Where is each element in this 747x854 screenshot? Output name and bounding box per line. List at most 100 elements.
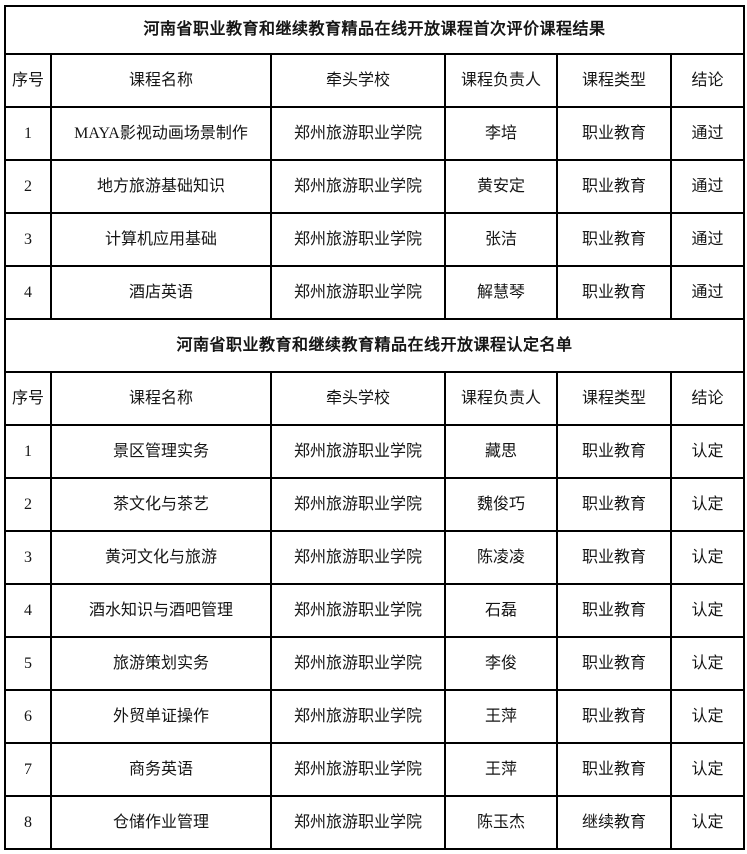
table-cell: 继续教育	[556, 795, 672, 850]
table-cell: 职业教育	[556, 583, 672, 638]
table-cell: 陈凌凌	[444, 530, 558, 585]
table-cell: 郑州旅游职业学院	[270, 795, 446, 850]
section-title-row: 河南省职业教育和继续教育精品在线开放课程认定名单	[3, 318, 746, 373]
column-header: 结论	[669, 371, 746, 426]
table-row: 1 MAYA影视动画场景制作 郑州旅游职业学院 李培 职业教育 通过	[4, 106, 746, 161]
table-cell: 通过	[669, 212, 746, 267]
table-cell: 李培	[444, 106, 558, 161]
column-header: 牵头学校	[270, 371, 446, 426]
table-row: 3 计算机应用基础 郑州旅游职业学院 张洁 职业教育 通过	[4, 212, 746, 267]
table-cell: 2	[4, 477, 52, 532]
table-cell: 认定	[669, 689, 746, 744]
table-row: 4 酒水知识与酒吧管理 郑州旅游职业学院 石磊 职业教育 认定	[4, 583, 746, 638]
table-row: 7 商务英语 郑州旅游职业学院 王萍 职业教育 认定	[4, 742, 746, 797]
table-cell: 郑州旅游职业学院	[270, 689, 446, 744]
column-header: 课程类型	[556, 371, 672, 426]
table-cell: 职业教育	[556, 689, 672, 744]
table-cell: 黄河文化与旅游	[50, 530, 272, 585]
table-row: 3 黄河文化与旅游 郑州旅游职业学院 陈凌凌 职业教育 认定	[4, 530, 746, 585]
column-header: 结论	[669, 53, 746, 108]
table-cell: 通过	[669, 265, 746, 320]
table-cell: 商务英语	[50, 742, 272, 797]
table-cell: 景区管理实务	[50, 424, 272, 479]
table-cell: 认定	[669, 424, 746, 479]
table-cell: 郑州旅游职业学院	[270, 424, 446, 479]
section-title: 河南省职业教育和继续教育精品在线开放课程认定名单	[3, 318, 746, 373]
table-cell: 职业教育	[556, 742, 672, 797]
table-cell: 郑州旅游职业学院	[270, 106, 446, 161]
table-cell: 职业教育	[556, 212, 672, 267]
table-cell: 职业教育	[556, 530, 672, 585]
column-header: 课程名称	[50, 53, 272, 108]
table-cell: 1	[4, 424, 52, 479]
table-cell: 4	[4, 583, 52, 638]
column-header: 序号	[4, 371, 52, 426]
table-cell: 魏俊巧	[444, 477, 558, 532]
table-cell: 认定	[669, 530, 746, 585]
table-row: 6 外贸单证操作 郑州旅游职业学院 王萍 职业教育 认定	[4, 689, 746, 744]
table-cell: 8	[4, 795, 52, 850]
course-table-body: 河南省职业教育和继续教育精品在线开放课程首次评价课程结果 序号 课程名称 牵头学校 课程…	[3, 5, 746, 850]
column-header: 课程负责人	[444, 371, 558, 426]
table-cell: 王萍	[444, 689, 558, 744]
table-cell: 认定	[669, 795, 746, 850]
table-cell: 3	[4, 530, 52, 585]
table-cell: 地方旅游基础知识	[50, 159, 272, 214]
table-cell: 1	[4, 106, 52, 161]
table-cell: 通过	[669, 159, 746, 214]
table-cell: 仓储作业管理	[50, 795, 272, 850]
table-cell: 郑州旅游职业学院	[270, 742, 446, 797]
table-cell: 石磊	[444, 583, 558, 638]
table-row: 2 地方旅游基础知识 郑州旅游职业学院 黄安定 职业教育 通过	[4, 159, 746, 214]
table-cell: 旅游策划实务	[50, 636, 272, 691]
table-cell: 4	[4, 265, 52, 320]
section-title-row: 河南省职业教育和继续教育精品在线开放课程首次评价课程结果	[3, 5, 746, 55]
table-cell: 酒店英语	[50, 265, 272, 320]
column-header: 课程负责人	[444, 53, 558, 108]
table-cell: 酒水知识与酒吧管理	[50, 583, 272, 638]
table-cell: 6	[4, 689, 52, 744]
table-cell: 王萍	[444, 742, 558, 797]
table-cell: 认定	[669, 583, 746, 638]
table-cell: 郑州旅游职业学院	[270, 159, 446, 214]
column-header: 序号	[4, 53, 52, 108]
table-cell: 认定	[669, 636, 746, 691]
column-header: 课程类型	[556, 53, 672, 108]
course-evaluation-table: 河南省职业教育和继续教育精品在线开放课程首次评价课程结果 序号 课程名称 牵头学校 课程…	[3, 5, 746, 850]
table-cell: 职业教育	[556, 159, 672, 214]
table-row: 8 仓储作业管理 郑州旅游职业学院 陈玉杰 继续教育 认定	[4, 795, 746, 850]
table-cell: 2	[4, 159, 52, 214]
table-row: 5 旅游策划实务 郑州旅游职业学院 李俊 职业教育 认定	[4, 636, 746, 691]
table-cell: 职业教育	[556, 477, 672, 532]
table-cell: 李俊	[444, 636, 558, 691]
table-cell: 认定	[669, 742, 746, 797]
table-cell: 陈玉杰	[444, 795, 558, 850]
table-cell: 解慧琴	[444, 265, 558, 320]
table-cell: 7	[4, 742, 52, 797]
table-cell: 5	[4, 636, 52, 691]
table-cell: 职业教育	[556, 424, 672, 479]
table-cell: 郑州旅游职业学院	[270, 583, 446, 638]
table-cell: 计算机应用基础	[50, 212, 272, 267]
table-cell: 职业教育	[556, 636, 672, 691]
column-header-row: 序号 课程名称 牵头学校 课程负责人 课程类型 结论	[4, 53, 746, 108]
table-cell: 通过	[669, 106, 746, 161]
column-header: 牵头学校	[270, 53, 446, 108]
table-cell: 外贸单证操作	[50, 689, 272, 744]
table-cell: 郑州旅游职业学院	[270, 265, 446, 320]
table-row: 2 茶文化与茶艺 郑州旅游职业学院 魏俊巧 职业教育 认定	[4, 477, 746, 532]
table-cell: 职业教育	[556, 106, 672, 161]
column-header-row: 序号 课程名称 牵头学校 课程负责人 课程类型 结论	[4, 371, 746, 426]
table-cell: 郑州旅游职业学院	[270, 477, 446, 532]
table-cell: 张洁	[444, 212, 558, 267]
table-cell: 职业教育	[556, 265, 672, 320]
section-title: 河南省职业教育和继续教育精品在线开放课程首次评价课程结果	[3, 5, 746, 55]
table-cell: 3	[4, 212, 52, 267]
table-row: 1 景区管理实务 郑州旅游职业学院 藏思 职业教育 认定	[4, 424, 746, 479]
table-cell: 郑州旅游职业学院	[270, 212, 446, 267]
table-cell: 认定	[669, 477, 746, 532]
table-cell: MAYA影视动画场景制作	[50, 106, 272, 161]
table-cell: 藏思	[444, 424, 558, 479]
table-row: 4 酒店英语 郑州旅游职业学院 解慧琴 职业教育 通过	[4, 265, 746, 320]
table-cell: 黄安定	[444, 159, 558, 214]
